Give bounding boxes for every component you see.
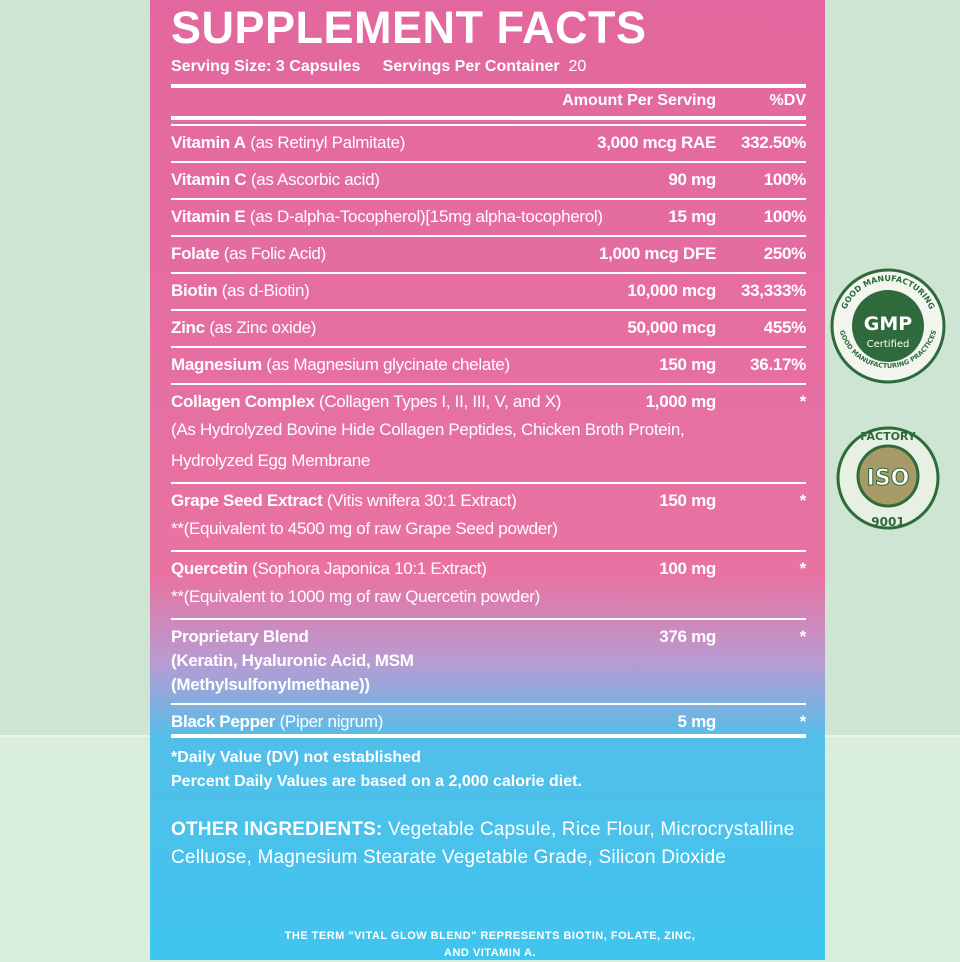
daily-value: 100%: [763, 170, 807, 189]
amount-header: Amount Per Serving: [562, 92, 716, 109]
nutrient-detail: (as Magnesium glycinate chelate): [266, 355, 510, 374]
nutrient-detail: (Sophora Japonica 10:1 Extract): [252, 559, 487, 578]
serving-size: Serving Size: 3 Capsules: [171, 58, 361, 75]
fact-row: Zinc (as Zinc oxide) 50,000 mcg 455%: [171, 309, 806, 346]
fact-row: Biotin (as d-Biotin) 10,000 mcg 33,333%: [171, 272, 806, 309]
nutrient-name: Magnesium: [171, 355, 262, 374]
nutrient-name: Grape Seed Extract: [171, 491, 323, 510]
nutrient-note: (As Hydrolyzed Bovine Hide Collagen Pept…: [171, 420, 685, 470]
note: THE TERM "VITAL GLOW BLEND" REPRESENTS B…: [284, 930, 696, 959]
nutrient-detail: (as Retinyl Palmitate): [250, 133, 406, 152]
nutrient: Collagen Complex (Collagen Types I, II, …: [171, 390, 646, 414]
other-text: Vegetable Capsule, Rice Flour, Microcrys…: [171, 819, 795, 868]
nutrient-name: Zinc: [171, 318, 205, 337]
fact-row: Collagen Complex (Collagen Types I, II, …: [171, 383, 806, 482]
other-label: OTHER INGREDIENTS:: [171, 819, 383, 840]
dv-header: %DV: [769, 92, 806, 109]
nutrient: Black Pepper (Piper nigrum): [171, 710, 678, 734]
daily-value: *: [799, 712, 807, 731]
fact-row: Magnesium (as Magnesium glycinate chelat…: [171, 346, 806, 383]
other-ingredients: OTHER INGREDIENTS: Vegetable Capsule, Ri…: [171, 816, 806, 872]
nutrient-note: **(Equivalent to 4500 mg of raw Grape Se…: [171, 519, 558, 538]
nutrient: Magnesium (as Magnesium glycinate chelat…: [171, 353, 659, 377]
nutrient: Vitamin A (as Retinyl Palmitate): [171, 131, 597, 155]
amount: 1,000 mcg DFE: [598, 244, 716, 263]
nutrient-detail: (Piper nigrum): [279, 712, 384, 731]
nutrient-detail: (as D-alpha-Tocopherol)[15mg alpha-tocop…: [249, 207, 603, 226]
amount: 90 mg: [668, 170, 716, 189]
daily-value: 250%: [763, 244, 807, 263]
nutrient: Quercetin (Sophora Japonica 10:1 Extract…: [171, 557, 659, 581]
nutrient-name: Proprietary Blend: [171, 627, 309, 646]
nutrient-name: Collagen Complex: [171, 392, 315, 411]
daily-value: *: [799, 627, 807, 646]
nutrient: Biotin (as d-Biotin): [171, 279, 627, 303]
column-header: Amount Per Serving %DV: [171, 92, 806, 110]
nutrient-detail: (Collagen Types I, II, III, V, and X): [318, 392, 562, 411]
label-panel: SUPPLEMENT FACTS Serving Size: 3 Capsule…: [150, 0, 825, 960]
fact-row: Grape Seed Extract (Vitis wnifera 30:1 E…: [171, 482, 806, 550]
footnote: Percent Daily Values are based on a 2,00…: [171, 773, 582, 790]
rule: [171, 84, 806, 88]
nutrient-name: Quercetin: [171, 559, 248, 578]
nutrient-detail: (Vitis wnifera 30:1 Extract): [326, 491, 517, 510]
daily-value: 36.17%: [750, 355, 806, 374]
amount: 150 mg: [659, 491, 716, 510]
fact-row: Black Pepper (Piper nigrum) 5 mg *: [171, 703, 806, 740]
serving-info: Serving Size: 3 Capsules Servings Per Co…: [171, 58, 806, 76]
amount: 15 mg: [668, 207, 716, 226]
nutrient-note: (Keratin, Hyaluronic Acid, MSM (Methylsu…: [171, 651, 414, 694]
nutrient-name: Biotin: [171, 281, 218, 300]
nutrient: Proprietary Blend: [171, 625, 659, 649]
rule: [171, 734, 806, 738]
fact-row: Vitamin A (as Retinyl Palmitate) 3,000 mc…: [171, 124, 806, 161]
nutrient: Folate (as Folic Acid): [171, 242, 599, 266]
footnote: *Daily Value (DV) not established: [171, 749, 421, 766]
daily-value: *: [799, 559, 807, 578]
fact-row: Proprietary Blend 376 mg * (Keratin, Hyalur…: [171, 618, 806, 703]
amount: 150 mg: [659, 355, 716, 374]
nutrient-name: Vitamin E: [171, 207, 246, 226]
nutrient-detail: (as Zinc oxide): [209, 318, 317, 337]
amount: 376 mg: [659, 627, 716, 646]
nutrient: Vitamin E (as D-alpha-Tocopherol)[15mg a…: [171, 205, 668, 229]
daily-value: 332.50%: [740, 133, 806, 152]
nutrient-name: Folate: [171, 244, 220, 263]
nutrient-detail: (as Folic Acid): [223, 244, 327, 263]
amount: 100 mg: [659, 559, 716, 578]
nutrient-note: **(Equivalent to 1000 mg of raw Querceti…: [171, 587, 540, 606]
fact-row: Folate (as Folic Acid) 1,000 mcg DFE 250%: [171, 235, 806, 272]
daily-value: *: [799, 392, 807, 411]
fact-row: Quercetin (Sophora Japonica 10:1 Extract…: [171, 550, 806, 618]
rule: [171, 116, 806, 120]
amount: 5 mg: [677, 712, 717, 731]
fact-row: Vitamin C (as Ascorbic acid) 90 mg 100%: [171, 161, 806, 198]
amount: 50,000 mcg: [627, 318, 716, 337]
daily-value: *: [799, 491, 807, 510]
amount: 10,000 mcg: [627, 281, 716, 300]
fact-row: Vitamin E (as D-alpha-Tocopherol)[15mg a…: [171, 198, 806, 235]
daily-value: 455%: [763, 318, 807, 337]
title: SUPPLEMENT FACTS: [171, 2, 647, 53]
nutrient-name: Black Pepper: [171, 712, 276, 731]
nutrient-detail: (as d-Biotin): [221, 281, 310, 300]
servings-value: 20: [568, 58, 587, 75]
nutrient-name: Vitamin C: [171, 170, 247, 189]
footnotes: *Daily Value (DV) not established Percen…: [171, 746, 806, 794]
nutrient: Grape Seed Extract (Vitis wnifera 30:1 E…: [171, 489, 659, 513]
nutrient: Zinc (as Zinc oxide): [171, 316, 627, 340]
amount: 3,000 mcg RAE: [597, 133, 716, 152]
facts-table: Vitamin A (as Retinyl Palmitate) 3,000 mc…: [171, 124, 806, 740]
daily-value: 100%: [763, 207, 807, 226]
daily-value: 33,333%: [740, 281, 806, 300]
nutrient-detail: (as Ascorbic acid): [250, 170, 380, 189]
amount: 1,000 mg: [645, 392, 717, 411]
nutrient: Vitamin C (as Ascorbic acid): [171, 168, 668, 192]
servings-label: Servings Per Container: [382, 58, 560, 75]
nutrient-name: Vitamin A: [171, 133, 246, 152]
